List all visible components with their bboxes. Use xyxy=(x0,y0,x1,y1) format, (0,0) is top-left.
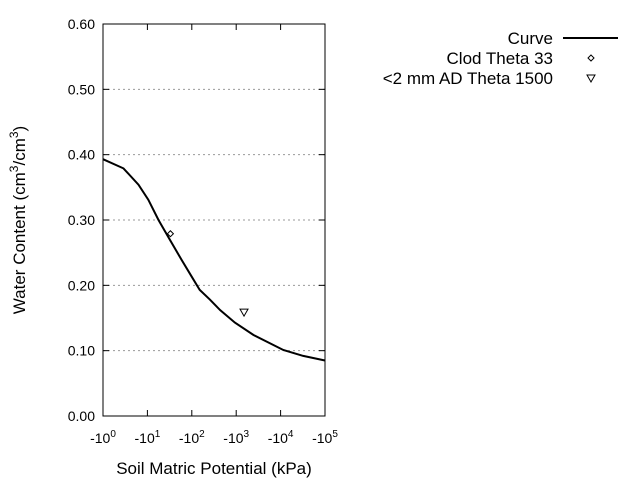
clod-theta-33-point xyxy=(166,230,175,238)
x-tick-label: -104 xyxy=(268,429,294,446)
legend-label-clod: Clod Theta 33 xyxy=(447,49,553,68)
y-tick-label: 0.30 xyxy=(68,212,95,228)
x-tick-label: -102 xyxy=(179,429,205,446)
series-layer xyxy=(102,158,326,362)
x-tick-label: -103 xyxy=(223,429,249,446)
ad-theta-1500-point xyxy=(239,308,249,318)
y-tick-label: 0.10 xyxy=(68,343,95,359)
y-axis-label: Water Content (cm3/cm3) xyxy=(7,126,29,314)
legend-label-ad: <2 mm AD Theta 1500 xyxy=(383,69,553,88)
y-tick-label: 0.60 xyxy=(68,16,95,32)
y-tick-label: 0.00 xyxy=(68,408,95,424)
axis-ticks: 0.00 0.10 0.20 0.30 0.40 0.50 0.60 -100 -101 -102… xyxy=(68,16,339,446)
legend-swatch-triangle xyxy=(586,74,596,84)
legend-swatch-diamond xyxy=(587,54,595,62)
legend-label-curve: Curve xyxy=(508,29,553,48)
curve-line xyxy=(102,158,326,362)
x-tick-label: -100 xyxy=(90,429,116,446)
y-tick-label: 0.50 xyxy=(68,81,95,97)
x-tick-label: -101 xyxy=(135,429,161,446)
y-tick-label: 0.40 xyxy=(68,147,95,163)
legend: Curve Clod Theta 33 <2 mm AD Theta 1500 xyxy=(383,29,618,88)
y-tick-label: 0.20 xyxy=(68,277,95,293)
grid-lines xyxy=(103,88,325,352)
x-axis-label: Soil Matric Potential (kPa) xyxy=(116,459,312,478)
x-tick-label: -105 xyxy=(312,429,338,446)
